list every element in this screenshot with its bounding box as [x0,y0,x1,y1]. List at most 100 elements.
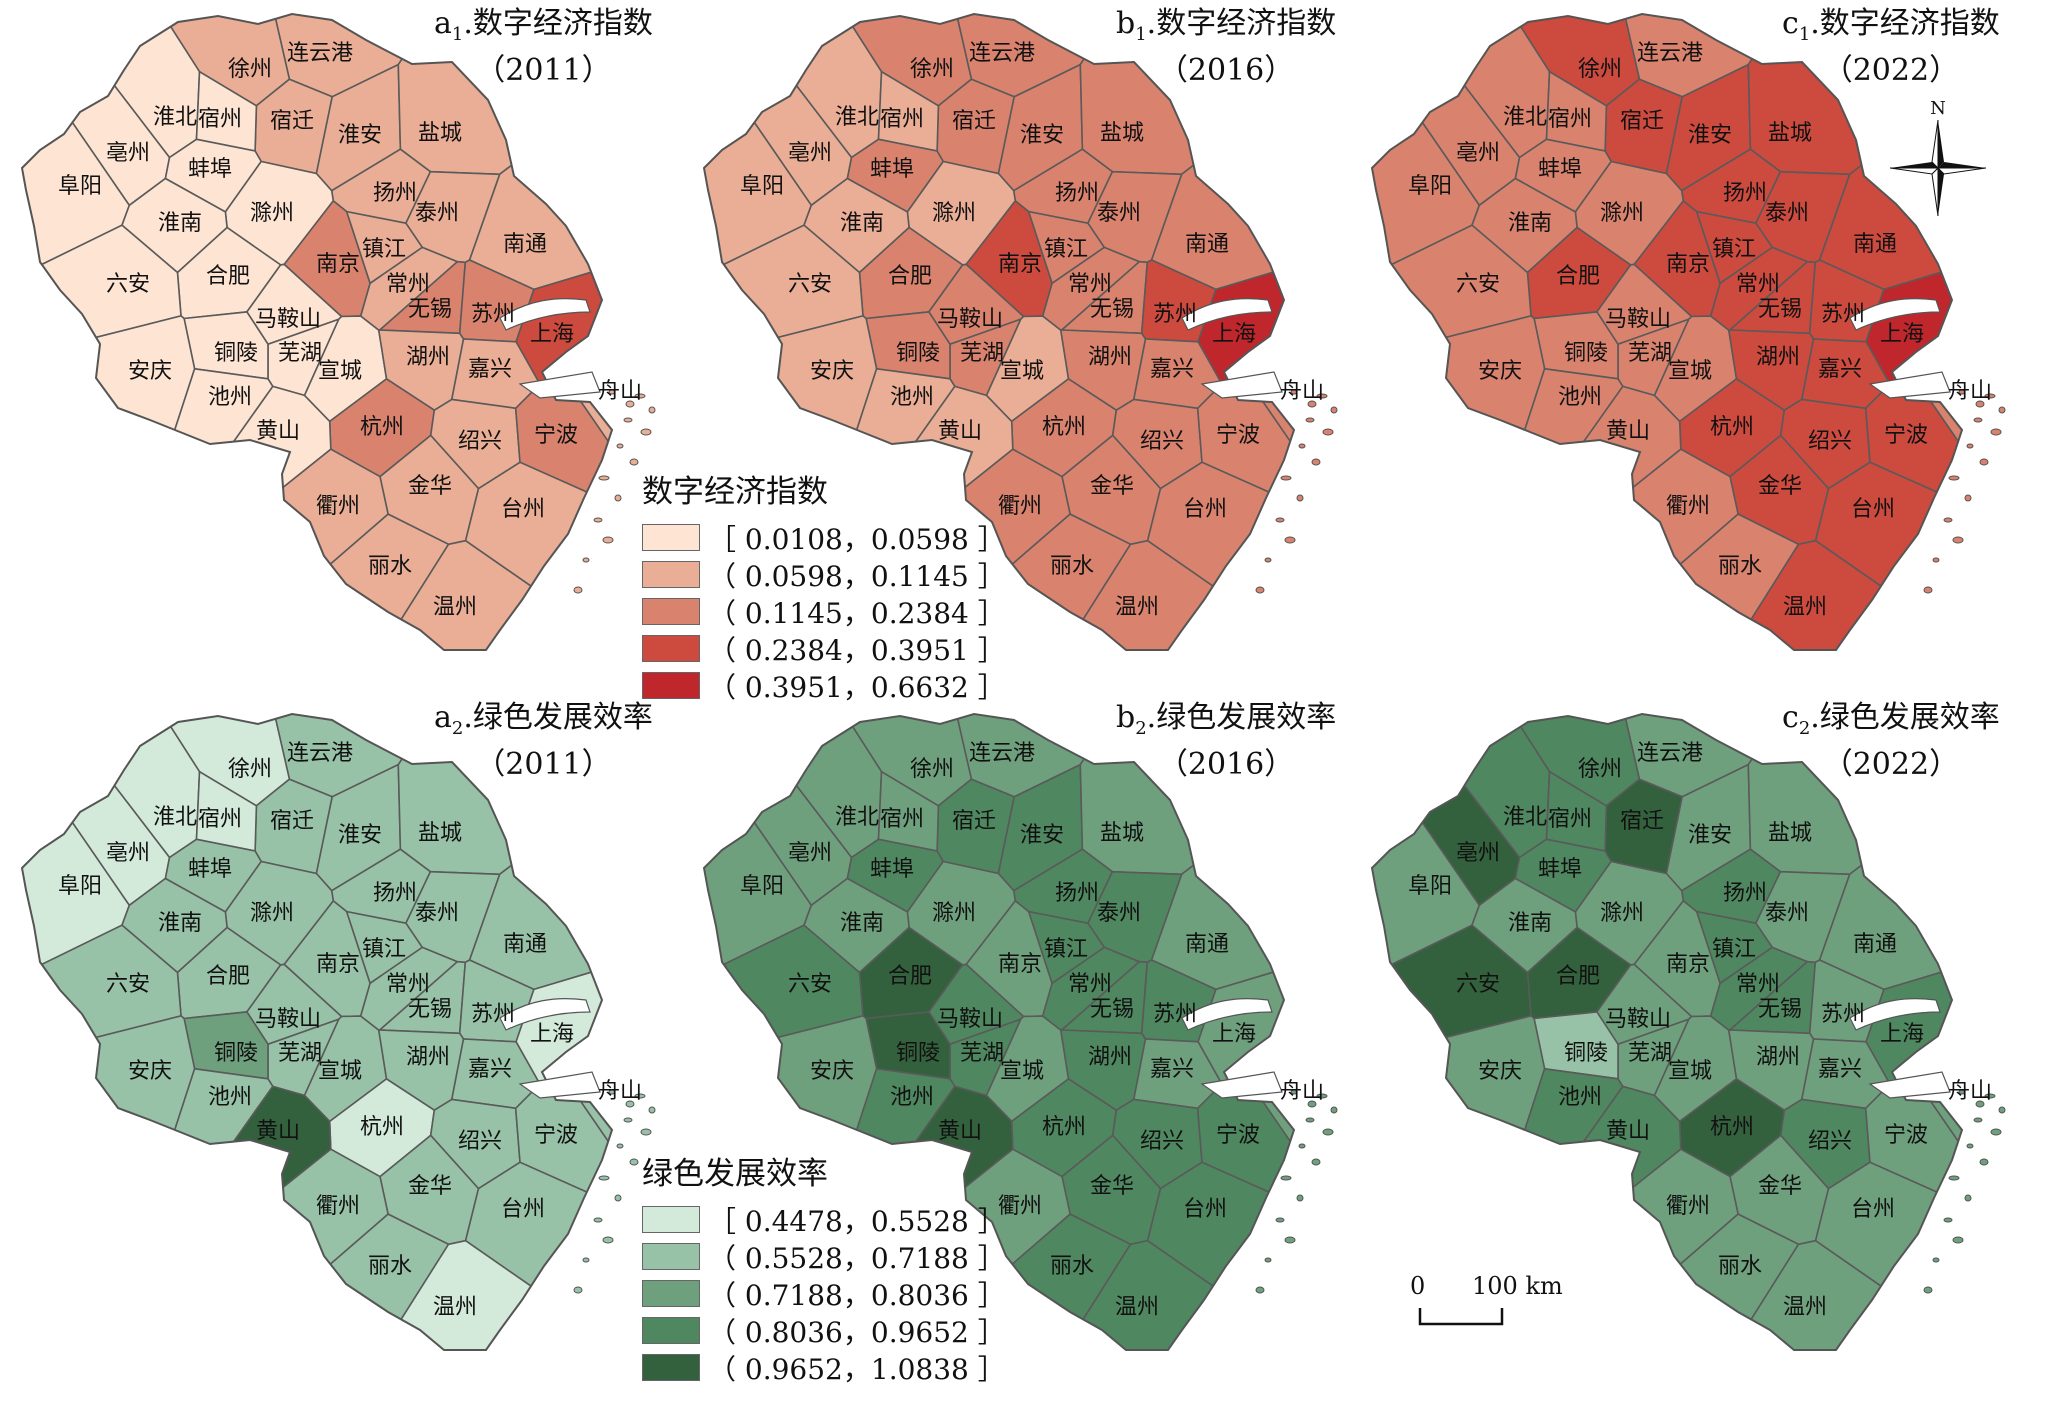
island-shape [629,1158,639,1166]
city-label: 芜湖 [278,1041,322,1066]
city-label: 黄山 [1606,1119,1650,1144]
city-label: 无锡 [408,297,452,322]
legend-label: （ 0.2384，0.3951 ］ [708,633,1006,667]
city-label: 宿迁 [952,109,996,134]
city-label: 淮安 [1020,823,1064,848]
island-shape [1952,536,1964,544]
city-label: 宣城 [1000,1059,1044,1084]
city-label: 湖州 [1088,1045,1132,1070]
city-label: 安庆 [1478,359,1522,384]
city-label: 滁州 [1600,901,1644,926]
city-label: 徐州 [910,57,954,82]
city-label: 杭州 [1710,415,1754,440]
city-label: 合肥 [1556,964,1600,989]
title-b2: b2.绿色发展效率 （2016） [1116,700,1337,782]
city-label: 宿迁 [270,109,314,134]
island-shape [1316,1093,1328,1099]
city-label: 亳州 [788,141,832,166]
legend-swatch [642,598,700,625]
yangtze-estuary [1181,298,1273,331]
city-label: 丽水 [368,1254,412,1279]
city-label: 徐州 [228,757,272,782]
island-shape [1322,428,1334,436]
city-label: 宣城 [1668,1059,1712,1084]
city-label: 镇江 [1044,937,1088,962]
city-label: 无锡 [1090,297,1134,322]
city-label: 铜陵 [896,341,940,366]
city-label: 宿州 [198,107,242,132]
island-shape [1264,557,1272,563]
legend-label: ［ 0.4478，0.5528 ］ [708,1204,1006,1238]
city-label: 六安 [106,972,150,997]
city-label: 杭州 [360,415,404,440]
island-shape [1280,475,1292,481]
island-shape [598,475,610,481]
city-label: 亳州 [1456,841,1500,866]
island-shape [623,417,633,423]
city-label: 绍兴 [1140,429,1184,454]
city-label: 南京 [998,952,1042,977]
city-label: 湖州 [406,345,450,370]
island-shape [1958,1089,1966,1095]
city-label: 扬州 [1055,881,1099,906]
region-outline [20,12,614,651]
island-shape [1307,1100,1317,1108]
city-label: 六安 [1456,972,1500,997]
scale-distance: 100 km [1472,1272,1563,1300]
island-shape [1330,406,1338,414]
city-label: 淮安 [1020,123,1064,148]
city-label: 杭州 [1042,415,1086,440]
city-label: 连云港 [969,741,1035,766]
city-label: 徐州 [1578,757,1622,782]
city-label: 黄山 [1606,419,1650,444]
city-label: 衢州 [316,1194,360,1219]
city-label: 阜阳 [1408,174,1452,199]
city-label: 南通 [1853,232,1897,257]
city-label: 盐城 [418,821,462,846]
city-label: 蚌埠 [870,157,914,182]
title-c1: c1.数字经济指数 （2022） [1782,6,2000,88]
city-label: 徐州 [228,57,272,82]
city-label: 池州 [890,385,934,410]
city-label: 芜湖 [960,1041,1004,1066]
city-label: 安庆 [810,1059,854,1084]
city-label: 泰州 [415,901,459,926]
region-outline [702,712,1296,1351]
city-label: 嘉兴 [468,1057,512,1082]
city-label: 池州 [208,1085,252,1110]
city-label: 阜阳 [740,174,784,199]
city-label: 金华 [408,1174,452,1199]
north-label: N [1930,98,1946,119]
city-label: 泰州 [415,201,459,226]
city-label: 温州 [1115,595,1159,620]
city-label: 淮北 [1503,805,1547,830]
island-shape [1998,406,2006,414]
city-label: 滁州 [932,201,976,226]
island-shape [1964,494,1972,502]
island-shape [1298,1143,1306,1149]
city-label: 舟山 [598,1079,642,1104]
city-label: 连云港 [969,41,1035,66]
island-shape [1264,1257,1272,1263]
island-shape [573,1286,583,1294]
city-label: 镇江 [362,937,406,962]
city-label: 南京 [1666,252,1710,277]
compass-rose-icon [1890,120,1986,216]
city-label: 马鞍山 [937,1007,1003,1032]
legend-green-title: 绿色发展效率 [642,1156,828,1192]
city-label: 安庆 [128,1059,172,1084]
island-shape [629,458,639,466]
city-label: 台州 [501,497,545,522]
city-label: 铜陵 [896,1041,940,1066]
city-label: 南通 [1185,932,1229,957]
city-label: 上海 [1880,322,1924,347]
city-label: 宁波 [534,1123,578,1148]
city-label: 常州 [1736,272,1780,297]
island-shape [1280,1175,1292,1181]
scale-bar: 0 100 km [1410,1272,1570,1332]
island-shape [1923,1286,1933,1294]
island-shape [593,517,603,523]
city-label: 湖州 [1088,345,1132,370]
city-label: 宁波 [1884,423,1928,448]
city-label: 嘉兴 [1150,1057,1194,1082]
